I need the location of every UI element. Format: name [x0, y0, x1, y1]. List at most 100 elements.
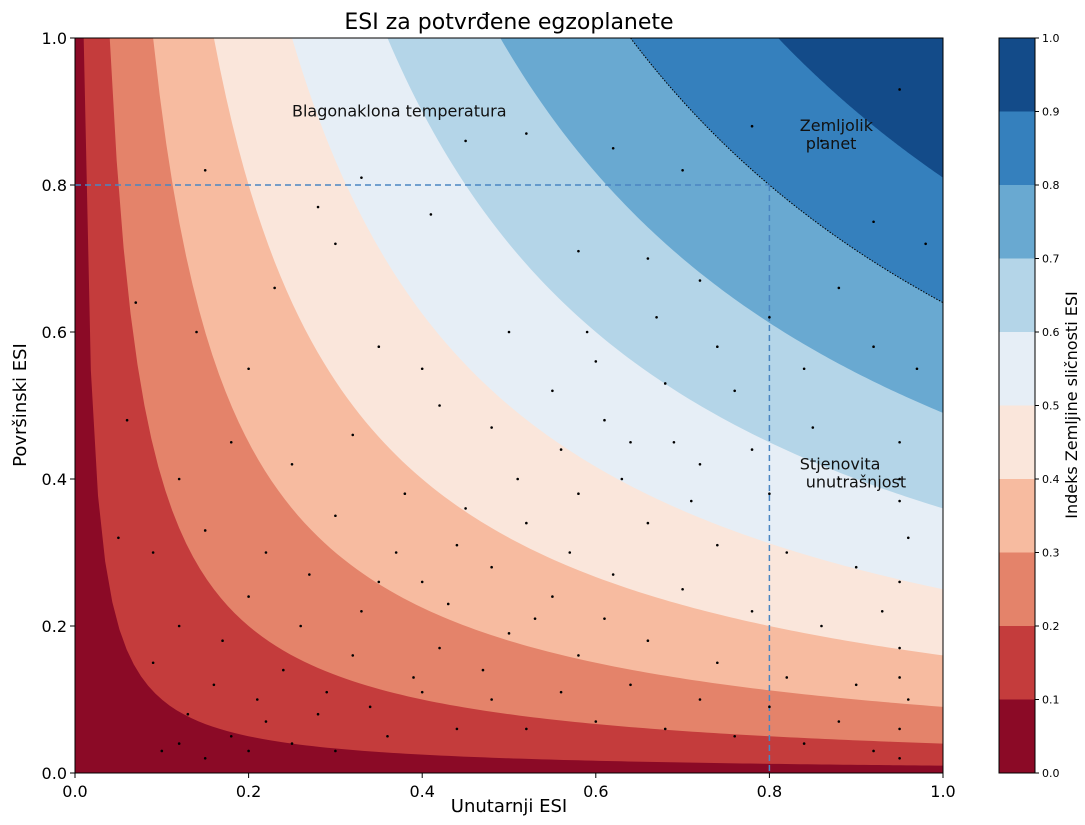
data-point [151, 551, 155, 554]
colorbar-tick-label: 0.3 [1042, 547, 1060, 560]
data-point [698, 698, 702, 701]
data-point [351, 433, 355, 437]
data-point [420, 580, 424, 584]
contour-band-0.2-0.3 [75, 38, 943, 773]
data-point [716, 345, 719, 349]
data-point [820, 624, 823, 628]
data-point [559, 448, 563, 451]
x-axis-label: Unutarnji ESI [451, 796, 567, 817]
y-axis-ticks: 0.0 0.2 0.4 0.6 0.8 1.0 [42, 29, 75, 783]
data-point [229, 734, 233, 738]
data-point [785, 676, 789, 679]
data-point [177, 742, 181, 745]
data-point [273, 286, 276, 290]
data-point [386, 734, 389, 738]
data-point [672, 440, 676, 444]
data-point [481, 668, 485, 672]
data-point [160, 749, 164, 753]
colorbar-tick-label: 0.6 [1042, 326, 1060, 339]
plot-frame [74, 37, 944, 774]
data-point [412, 676, 415, 679]
data-point [646, 521, 650, 525]
colorbar-tick-label: 0.2 [1042, 620, 1060, 633]
data-point [203, 529, 207, 532]
data-point [906, 698, 910, 701]
data-point [559, 690, 563, 694]
data-point [177, 624, 181, 628]
data-point [750, 124, 754, 128]
data-point [733, 734, 736, 738]
x-tick-label: 0.4 [409, 782, 434, 801]
y-tick-label: 0.0 [42, 764, 67, 783]
data-point [377, 580, 381, 584]
data-point [802, 742, 806, 745]
colorbar-band [999, 699, 1035, 773]
data-point [290, 742, 294, 745]
annotation: Blagonaklona temperatura [292, 102, 507, 121]
colorbar-tick-label: 0.8 [1042, 179, 1060, 192]
data-point [681, 169, 684, 172]
annotation: Stjenovita unutrašnjost [800, 454, 906, 491]
data-point [898, 499, 901, 503]
data-point [689, 499, 693, 503]
data-point [247, 595, 250, 598]
data-point [837, 286, 841, 290]
x-tick-label: 0.8 [757, 782, 782, 801]
data-point [811, 426, 815, 429]
y-tick-label: 0.4 [42, 470, 67, 489]
data-point [629, 683, 632, 687]
data-point [507, 330, 511, 334]
data-point [577, 654, 580, 657]
colorbar-tick-label: 1.0 [1042, 32, 1060, 45]
data-point [377, 345, 381, 349]
data-point [212, 683, 216, 687]
data-point [872, 749, 875, 753]
data-point [750, 610, 754, 613]
data-point [603, 418, 606, 422]
data-point [525, 521, 528, 525]
data-point [516, 477, 519, 481]
data-point [360, 176, 363, 179]
colorbar-band [999, 479, 1035, 553]
data-point [368, 705, 372, 709]
data-point [551, 389, 554, 393]
y-tick-label: 0.8 [42, 176, 67, 195]
data-point [525, 727, 528, 731]
data-point [360, 610, 363, 613]
data-point [594, 360, 598, 363]
data-point [247, 749, 250, 753]
data-point [229, 440, 233, 444]
chart-title: ESI za potvrđene egzoplanete [344, 10, 673, 35]
data-point [681, 587, 684, 591]
colorbar-band [999, 332, 1035, 406]
colorbar-band [999, 258, 1035, 332]
data-point [247, 367, 250, 371]
colorbar-tick-label: 0.5 [1042, 400, 1060, 413]
data-point [898, 88, 901, 91]
data-point [334, 749, 337, 753]
x-tick-label: 0.2 [236, 782, 261, 801]
contour-bands [75, 38, 943, 773]
data-point [768, 492, 771, 496]
data-point [134, 301, 138, 304]
data-point [117, 536, 120, 540]
data-point [446, 602, 450, 606]
data-point [490, 698, 493, 701]
data-point [533, 617, 537, 620]
colorbar-band [999, 405, 1035, 479]
data-point [325, 690, 329, 694]
data-point [898, 727, 901, 731]
data-point [594, 720, 598, 723]
data-point [620, 477, 624, 481]
colorbar: 0.0 0.1 0.2 0.3 0.4 0.5 0.6 0.7 0.8 0.9 1.0 Indeks… [998, 32, 1081, 780]
colorbar-ticks: 0.0 0.1 0.2 0.3 0.4 0.5 0.6 0.7 0.8 0.9 1.0 [1035, 32, 1060, 780]
data-point [898, 580, 901, 584]
data-point [646, 257, 650, 260]
data-point [525, 132, 528, 135]
colorbar-tick-label: 0.7 [1042, 253, 1060, 266]
data-point [455, 543, 459, 547]
plot-area: Blagonaklona temperatura Zemljolik planet S… [75, 38, 943, 773]
data-point [177, 477, 181, 481]
data-point [768, 705, 771, 709]
colorbar-band [999, 38, 1035, 112]
